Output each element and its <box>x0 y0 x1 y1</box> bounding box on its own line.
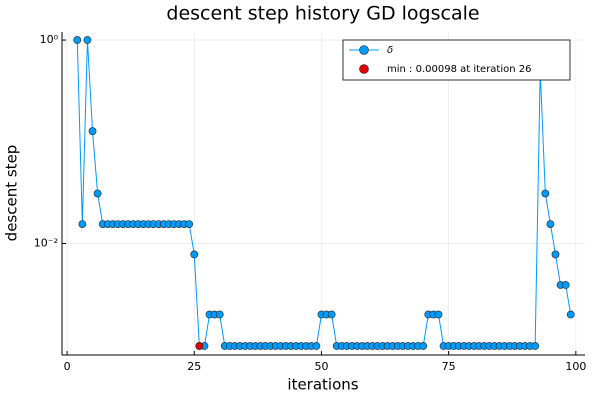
data-point <box>73 36 82 44</box>
data-point <box>312 342 321 350</box>
data-point <box>88 127 97 136</box>
data-point <box>190 250 199 259</box>
x-axis-label: iterations <box>287 376 358 394</box>
data-point <box>215 310 224 319</box>
data-point <box>531 342 540 350</box>
data-point <box>434 310 443 319</box>
x-tick-label: 0 <box>64 360 71 373</box>
data-point <box>83 36 92 44</box>
x-tick-label: 100 <box>565 360 586 373</box>
legend-label: min : 0.00098 at iteration 26 <box>387 64 532 75</box>
data-point <box>566 310 575 319</box>
data-point <box>419 342 428 350</box>
legend-marker <box>359 64 369 74</box>
data-point <box>541 189 550 198</box>
legend: δ min : 0.00098 at iteration 26 <box>342 39 571 81</box>
data-point <box>546 220 555 228</box>
data-point <box>185 220 194 228</box>
y-axis-label: descent step <box>3 145 21 242</box>
series-line <box>76 40 572 347</box>
legend-marker <box>359 45 369 55</box>
legend-box <box>342 39 571 81</box>
y-tick-label: 10⁰ <box>40 33 59 46</box>
data-point <box>327 310 336 319</box>
data-point <box>551 250 560 259</box>
data-point <box>78 220 87 228</box>
x-tick-label: 25 <box>187 360 201 373</box>
data-point <box>93 189 102 198</box>
x-tick-label: 50 <box>314 360 328 373</box>
x-tick-label: 75 <box>442 360 456 373</box>
data-point <box>195 342 204 350</box>
chart-title: descent step history GD logscale <box>166 3 479 25</box>
y-tick-label: 10⁻² <box>34 236 58 249</box>
data-point <box>561 281 570 289</box>
legend-label: δ <box>387 45 393 56</box>
